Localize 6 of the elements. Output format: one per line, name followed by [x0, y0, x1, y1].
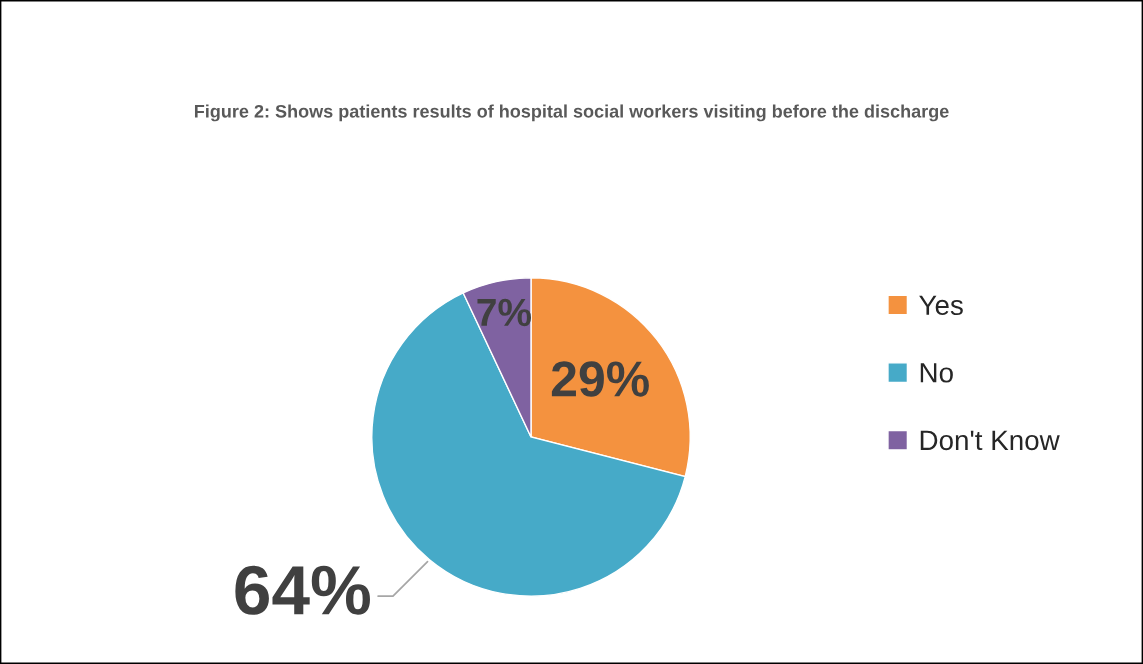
data-label: 29%: [551, 361, 649, 397]
data-label: 64%: [235, 565, 370, 615]
legend-label: No: [920, 363, 953, 383]
legend-label: Don't Know: [920, 430, 1060, 451]
legend-label: Yes: [919, 295, 963, 316]
chart-title: Figure 2: Shows patients results of hospital social workers visiting before the discharge: [194, 104, 949, 122]
